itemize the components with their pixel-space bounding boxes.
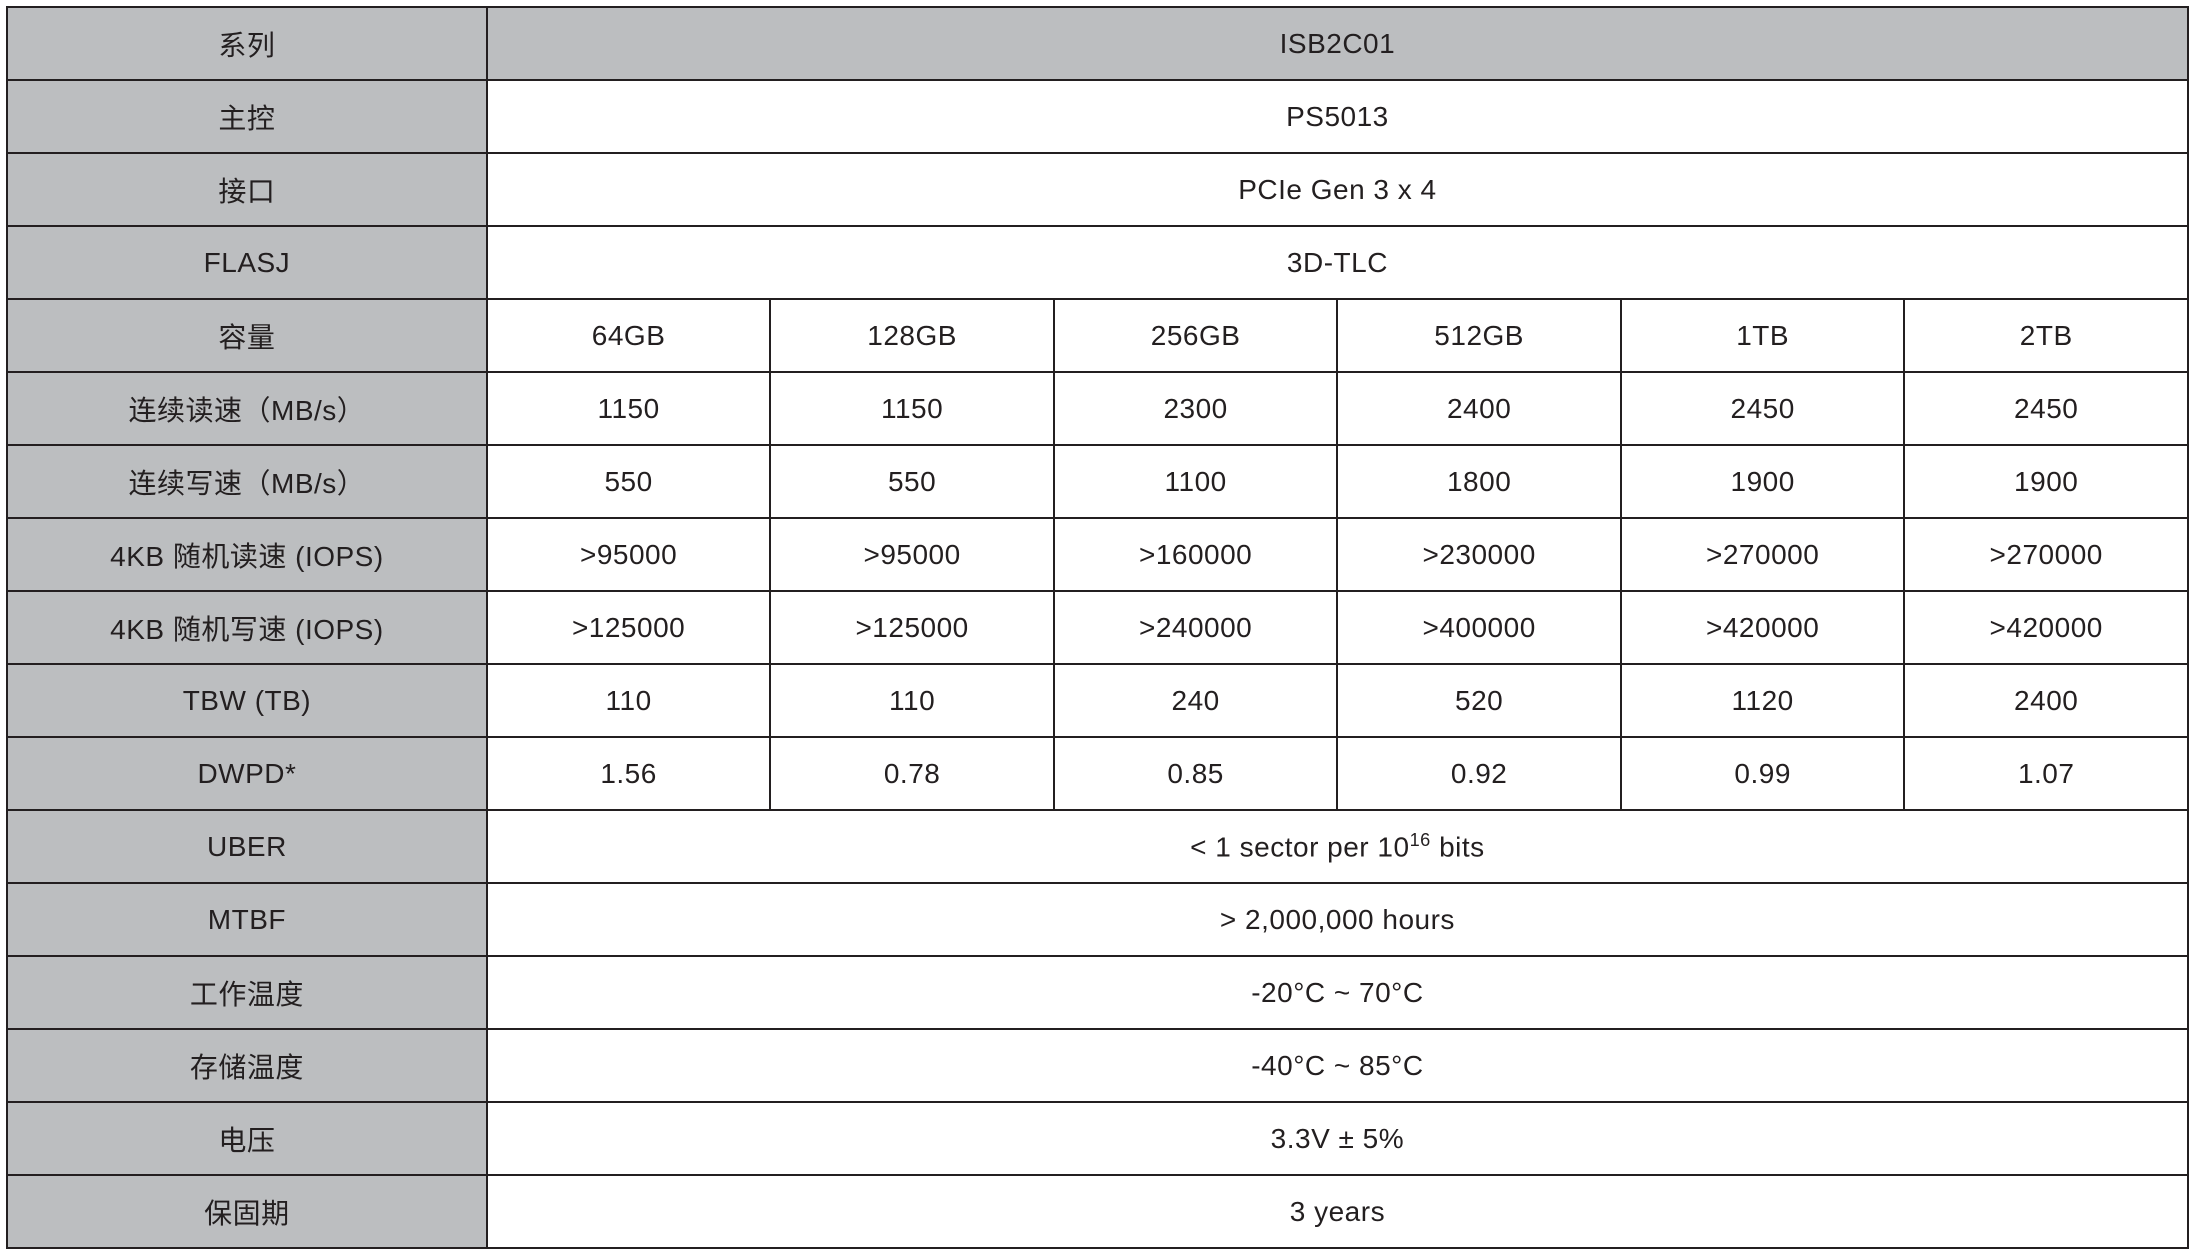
row-label: 主控 [7,80,487,153]
row-label: 连续写速（MB/s） [7,445,487,518]
row-cell: 520 [1337,664,1621,737]
row-value: PS5013 [487,80,2188,153]
row-cell: 110 [487,664,771,737]
spec-table: 系列ISB2C01主控PS5013接口PCIe Gen 3 x 4FLASJ3D… [6,6,2189,1249]
row-cell: 1900 [1621,445,1905,518]
row-value: -40°C ~ 85°C [487,1029,2188,1102]
row-value: PCIe Gen 3 x 4 [487,153,2188,226]
row-cell: 240 [1054,664,1338,737]
table-row: FLASJ3D-TLC [7,226,2188,299]
row-value: ISB2C01 [487,7,2188,80]
row-cell: 1.07 [1904,737,2188,810]
row-cell: 1150 [770,372,1054,445]
row-value: -20°C ~ 70°C [487,956,2188,1029]
row-label: 保固期 [7,1175,487,1248]
table-row: 4KB 随机读速 (IOPS)>95000>95000>160000>23000… [7,518,2188,591]
row-label: 系列 [7,7,487,80]
row-cell: 64GB [487,299,771,372]
row-cell: 1.56 [487,737,771,810]
row-cell: 0.92 [1337,737,1621,810]
table-row: 保固期3 years [7,1175,2188,1248]
row-cell: >400000 [1337,591,1621,664]
row-label: 连续读速（MB/s） [7,372,487,445]
row-cell: >95000 [770,518,1054,591]
row-cell: 1900 [1904,445,2188,518]
spec-table-body: 系列ISB2C01主控PS5013接口PCIe Gen 3 x 4FLASJ3D… [7,7,2188,1248]
row-cell: 0.85 [1054,737,1338,810]
row-label: 电压 [7,1102,487,1175]
row-cell: 1TB [1621,299,1905,372]
row-value: > 2,000,000 hours [487,883,2188,956]
row-cell: >95000 [487,518,771,591]
row-cell: >270000 [1904,518,2188,591]
row-cell: 2450 [1621,372,1905,445]
table-row: 主控PS5013 [7,80,2188,153]
table-row: 电压3.3V ± 5% [7,1102,2188,1175]
row-label: 4KB 随机写速 (IOPS) [7,591,487,664]
row-cell: 1800 [1337,445,1621,518]
row-label: 工作温度 [7,956,487,1029]
row-cell: 256GB [1054,299,1338,372]
row-cell: 2450 [1904,372,2188,445]
row-label: MTBF [7,883,487,956]
row-cell: >230000 [1337,518,1621,591]
row-cell: 2TB [1904,299,2188,372]
row-cell: 550 [487,445,771,518]
table-row: TBW (TB)11011024052011202400 [7,664,2188,737]
table-row: 存储温度-40°C ~ 85°C [7,1029,2188,1102]
row-cell: 1120 [1621,664,1905,737]
row-cell: >270000 [1621,518,1905,591]
row-cell: 512GB [1337,299,1621,372]
row-cell: 110 [770,664,1054,737]
table-row: 连续读速（MB/s）115011502300240024502450 [7,372,2188,445]
row-cell: >240000 [1054,591,1338,664]
row-label: 存储温度 [7,1029,487,1102]
row-cell: 0.99 [1621,737,1905,810]
row-cell: 1100 [1054,445,1338,518]
row-label: TBW (TB) [7,664,487,737]
table-row: UBER< 1 sector per 1016 bits [7,810,2188,883]
table-row: 系列ISB2C01 [7,7,2188,80]
row-cell: 2400 [1904,664,2188,737]
row-label: UBER [7,810,487,883]
table-row: 工作温度-20°C ~ 70°C [7,956,2188,1029]
row-cell: >125000 [487,591,771,664]
row-cell: >420000 [1621,591,1905,664]
row-label: DWPD* [7,737,487,810]
table-row: 连续写速（MB/s）5505501100180019001900 [7,445,2188,518]
row-cell: >160000 [1054,518,1338,591]
row-cell: 1150 [487,372,771,445]
row-cell: 2300 [1054,372,1338,445]
row-value: 3 years [487,1175,2188,1248]
row-label: 4KB 随机读速 (IOPS) [7,518,487,591]
table-row: DWPD*1.560.780.850.920.991.07 [7,737,2188,810]
row-label: 容量 [7,299,487,372]
row-cell: >420000 [1904,591,2188,664]
table-row: 容量64GB128GB256GB512GB1TB2TB [7,299,2188,372]
row-cell: >125000 [770,591,1054,664]
table-row: MTBF> 2,000,000 hours [7,883,2188,956]
row-label: 接口 [7,153,487,226]
row-value: 3D-TLC [487,226,2188,299]
table-row: 接口PCIe Gen 3 x 4 [7,153,2188,226]
row-cell: 128GB [770,299,1054,372]
table-row: 4KB 随机写速 (IOPS)>125000>125000>240000>400… [7,591,2188,664]
row-value: < 1 sector per 1016 bits [487,810,2188,883]
row-label: FLASJ [7,226,487,299]
row-cell: 0.78 [770,737,1054,810]
row-value: 3.3V ± 5% [487,1102,2188,1175]
row-cell: 2400 [1337,372,1621,445]
row-cell: 550 [770,445,1054,518]
